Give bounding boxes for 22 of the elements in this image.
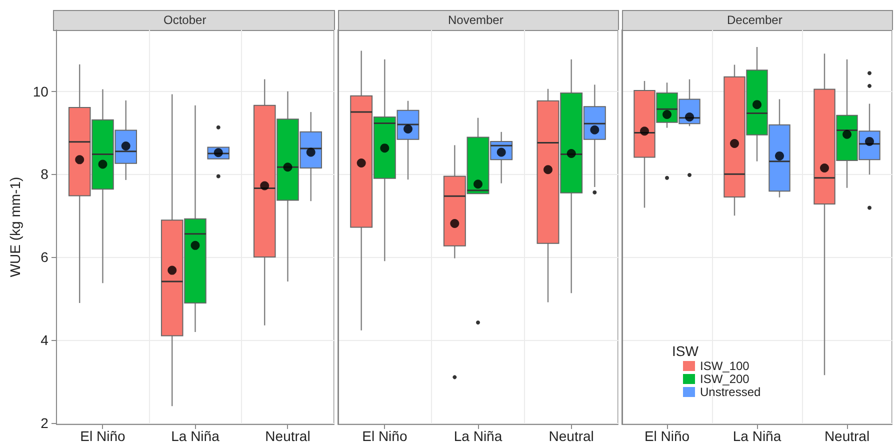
y-tick-label: 6 [40,249,49,266]
x-tick-label: El Niño [80,428,126,444]
x-tick-label: El Niño [644,428,690,444]
y-tick-label: 10 [32,83,49,100]
x-tick-label: Neutral [548,428,594,444]
chart-title: October [164,13,206,27]
y-axis-title: WUE (kg mm-1) [7,176,23,278]
x-tick-label: La Niña [171,428,220,444]
legend-label: ISW_100 [700,359,750,373]
x-tick-label: La Niña [732,428,782,444]
x-tick-label: Neutral [824,428,870,444]
x-tick-label: El Niño [362,428,408,444]
legend-label: Unstressed [700,385,761,399]
y-tick-label: 2 [40,414,49,431]
legend-title: ISW [672,343,700,359]
y-tick-label: 8 [40,166,49,182]
chart-title: December [727,13,782,27]
legend-label: ISW_200 [700,372,750,386]
x-tick-label: La Niña [454,428,502,444]
x-tick-label: Neutral [265,428,310,444]
chart-title: November [448,13,504,27]
y-tick-label: 4 [40,332,49,348]
